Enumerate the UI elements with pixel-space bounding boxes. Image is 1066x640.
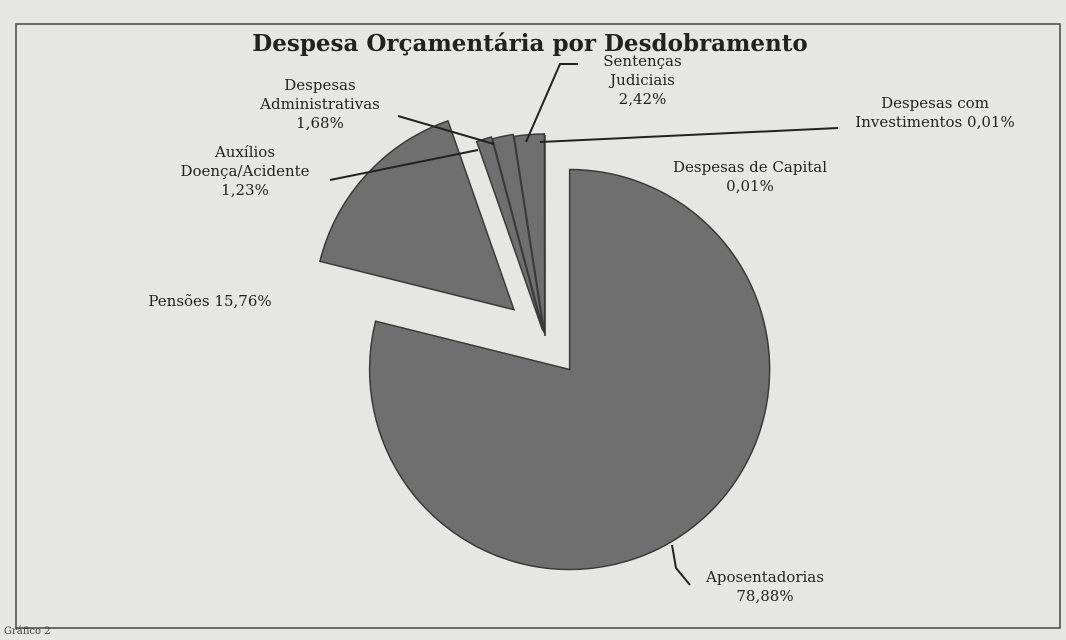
category-name: Auxílios Doença/Acidente [180, 143, 310, 180]
pie-slice [368, 168, 771, 571]
category-name: Despesas Administrativas [260, 76, 380, 113]
value-label: 15,76% [214, 292, 272, 310]
category-name: Aposentadorias [706, 568, 824, 586]
value-label: 0,01% [967, 113, 1015, 131]
chart-title: Despesa Orçamentária por Desdobramento [252, 30, 808, 57]
category-name: Pensões [148, 292, 210, 310]
pie-slice [475, 136, 544, 331]
data-label: Despesas Administrativas 1,68% [240, 76, 400, 133]
value-label: 1,68% [296, 114, 344, 132]
frame [15, 23, 1061, 629]
data-label: Auxílios Doença/Acidente 1,23% [160, 143, 330, 200]
data-label: Despesas de Capital 0,01% [650, 158, 850, 196]
leader-lines [329, 63, 839, 586]
category-name: Sentenças Judiciais [603, 52, 682, 89]
category-name: Despesas de Capital [672, 158, 828, 176]
value-label: 78,88% [736, 587, 794, 605]
data-label: Despesas com Investimentos 0,01% [830, 94, 1040, 132]
value-label: 1,23% [221, 181, 269, 199]
value-label: 0,01% [726, 177, 774, 195]
category-name: Despesas com Investimentos [855, 94, 989, 131]
pie-slice [318, 119, 516, 311]
value-label: 2,42% [618, 90, 667, 108]
caption: Gráfico 2 [4, 626, 51, 637]
data-label: Pensões 15,76% [120, 292, 300, 311]
data-label: Aposentadorias 78,88% [700, 568, 830, 606]
data-label: Sentenças Judiciais 2,42% [575, 52, 710, 109]
